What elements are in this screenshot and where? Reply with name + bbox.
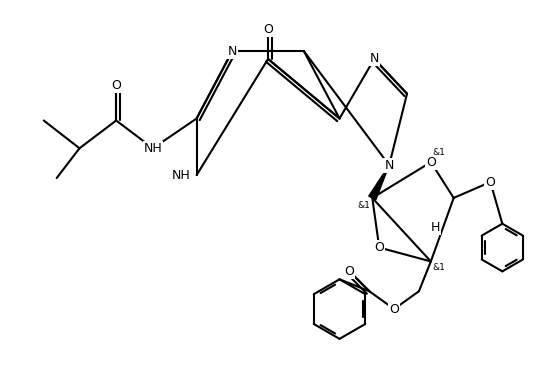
Polygon shape (369, 165, 389, 200)
Text: O: O (374, 241, 384, 254)
Text: &1: &1 (433, 148, 446, 157)
Text: N: N (385, 159, 394, 172)
Text: N: N (228, 44, 237, 57)
Text: H: H (431, 221, 441, 234)
Text: NH: NH (144, 142, 162, 155)
Text: O: O (263, 23, 273, 36)
Text: N: N (370, 53, 379, 65)
Text: O: O (426, 156, 436, 169)
Text: O: O (345, 265, 355, 278)
Text: &1: &1 (433, 263, 446, 272)
Text: O: O (111, 79, 121, 92)
Text: &1: &1 (357, 201, 370, 210)
Text: O: O (486, 176, 496, 188)
Text: O: O (389, 303, 399, 316)
Text: NH: NH (172, 169, 191, 182)
